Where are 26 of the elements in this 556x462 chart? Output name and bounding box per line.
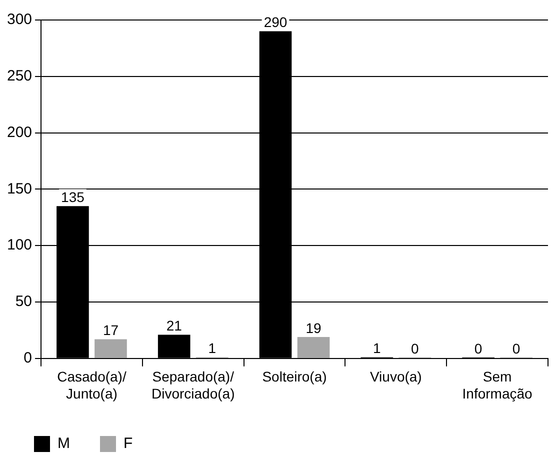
data-label: 21	[166, 318, 182, 334]
y-tick-label: 250	[6, 68, 32, 85]
data-label: 19	[306, 320, 322, 336]
data-label: 0	[512, 340, 520, 356]
data-label: 17	[102, 322, 119, 338]
data-label: 1	[373, 340, 381, 356]
x-tick-label: Solteiro(a)	[262, 368, 327, 385]
x-tick-label: Viuvo(a)	[370, 368, 422, 385]
data-label: 0	[411, 340, 420, 356]
y-tick-label: 50	[15, 293, 32, 310]
data-label: 0	[474, 340, 482, 356]
x-tick-label: Sem Informação	[462, 368, 533, 402]
y-tick-label: 300	[6, 11, 32, 28]
data-label: 290	[264, 14, 288, 30]
data-label: 1	[208, 340, 216, 356]
y-tick-label: 200	[6, 124, 32, 141]
bar	[94, 339, 127, 358]
x-tick-label: Casado(a)/ Junto(a)	[57, 368, 126, 402]
legend-label: F	[123, 435, 133, 452]
y-tick-label: 150	[6, 180, 32, 198]
y-tick-label: 0	[24, 350, 32, 367]
x-tick-label: Separado(a)/ Divorciado(a)	[151, 368, 235, 402]
data-label: 135	[61, 188, 85, 205]
y-tick-label: 100	[6, 236, 32, 254]
bar	[297, 336, 330, 358]
legend-label: M	[58, 435, 70, 452]
